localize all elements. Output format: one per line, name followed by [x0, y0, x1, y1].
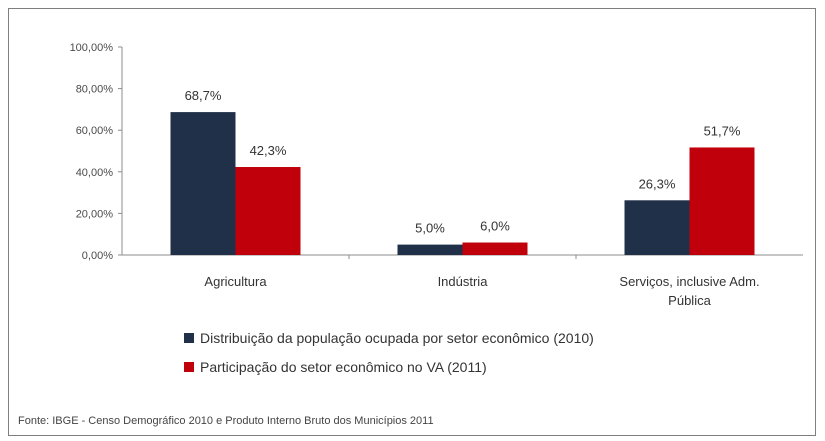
legend-swatch [184, 333, 194, 343]
legend-label: Participação do setor econômico no VA (2… [200, 359, 487, 375]
data-label: 51,7% [704, 123, 741, 138]
bar [397, 244, 463, 255]
legend: Distribuição da população ocupada por se… [184, 330, 594, 375]
legend-label: Distribuição da população ocupada por se… [200, 330, 594, 346]
source-note: Fonte: IBGE - Censo Demográfico 2010 e P… [18, 415, 434, 427]
labels-layer: 68,7% 42,3% Agricultura 5,0% 6,0% Indústria 26… [185, 88, 760, 308]
data-label: 42,3% [250, 143, 287, 158]
bar [170, 112, 236, 255]
bar [235, 167, 301, 255]
bar [689, 147, 755, 255]
y-tick-label: 60,00% [76, 125, 114, 137]
data-label: 6,0% [480, 219, 510, 234]
bar [624, 200, 690, 255]
y-tick-label: 40,00% [76, 167, 114, 179]
x-tick-label: Pública [668, 293, 711, 308]
y-tick-label: 80,00% [76, 84, 114, 96]
x-tick-label: Indústria [438, 274, 489, 289]
y-tick-label: 20,00% [76, 208, 114, 220]
data-label: 68,7% [185, 88, 222, 103]
bars-layer [170, 112, 755, 255]
data-label: 26,3% [639, 176, 676, 191]
x-tick-label: Serviços, inclusive Adm. [619, 274, 759, 289]
legend-swatch [184, 362, 194, 372]
data-label: 5,0% [415, 221, 445, 236]
y-tick-label: 0,00% [82, 250, 113, 262]
y-tick-label: 100,00% [70, 42, 114, 54]
bar [462, 242, 528, 255]
x-tick-label: Agricultura [204, 274, 267, 289]
